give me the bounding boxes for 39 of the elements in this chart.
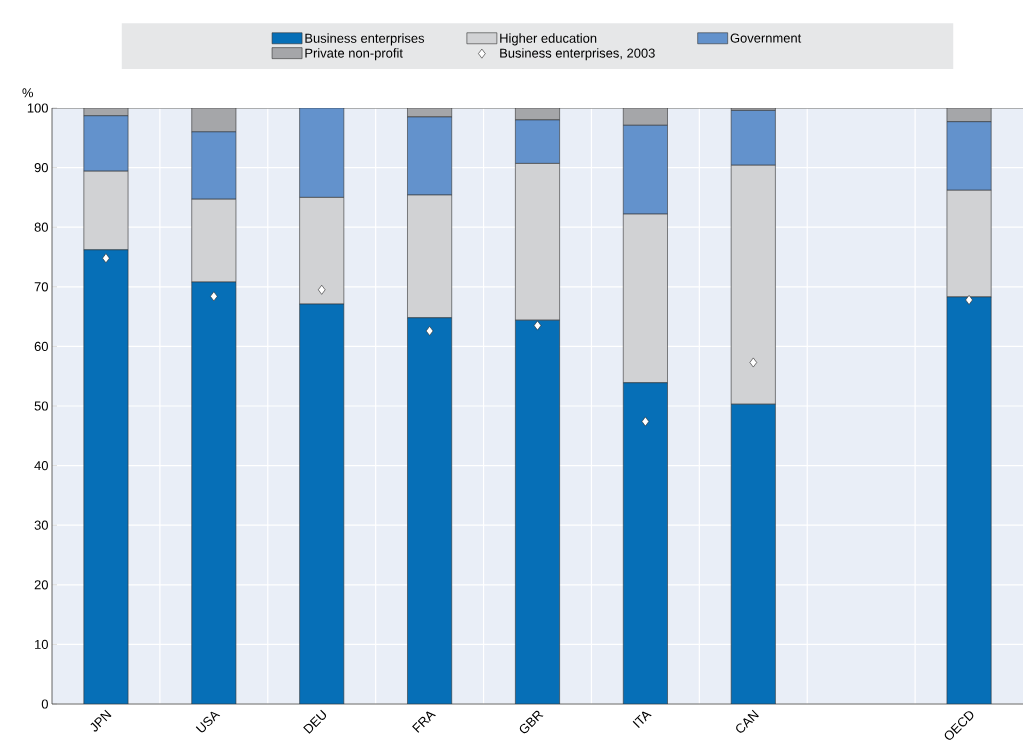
legend-label: Business enterprises, 2003 — [500, 48, 655, 61]
bar — [299, 108, 345, 198]
bar — [622, 108, 668, 126]
point — [425, 326, 434, 336]
bar — [83, 115, 129, 172]
y-tick-label: 50 — [34, 401, 48, 411]
y-tick-label: 40 — [34, 461, 48, 471]
y-tick-label: 80 — [34, 222, 48, 232]
bar — [407, 116, 453, 196]
legend-label: Higher education — [500, 33, 597, 46]
x-tick-label: JPN — [90, 709, 112, 732]
y-tick-label: 20 — [34, 580, 48, 590]
y-tick-label: 60 — [34, 341, 48, 351]
y-tick-label: 0 — [41, 699, 48, 709]
y-tick-label: 100 — [27, 103, 48, 113]
bar — [515, 119, 560, 164]
legend-label: Business enterprises — [305, 33, 425, 46]
y-tick-label: 30 — [34, 520, 48, 530]
x-tick-label: USA — [195, 711, 221, 733]
bar — [191, 108, 237, 133]
legend-label: Government — [730, 33, 802, 43]
point — [533, 320, 542, 331]
bar — [622, 124, 668, 215]
x-tick-label: FRA — [412, 711, 436, 733]
point — [965, 295, 973, 305]
legend-label: Private non-profit — [305, 48, 403, 61]
point — [641, 416, 650, 427]
bar — [730, 110, 776, 166]
y-axis-title: % — [22, 88, 34, 98]
point — [317, 284, 326, 295]
bar — [946, 121, 992, 191]
point — [749, 357, 758, 368]
point — [210, 291, 218, 302]
y-tick-label: 10 — [35, 639, 48, 649]
y-tick-label: 70 — [34, 282, 48, 292]
point — [102, 253, 110, 264]
y-tick-label: 90 — [34, 163, 48, 173]
x-tick-label: ITA — [632, 711, 652, 729]
bar — [191, 131, 237, 200]
